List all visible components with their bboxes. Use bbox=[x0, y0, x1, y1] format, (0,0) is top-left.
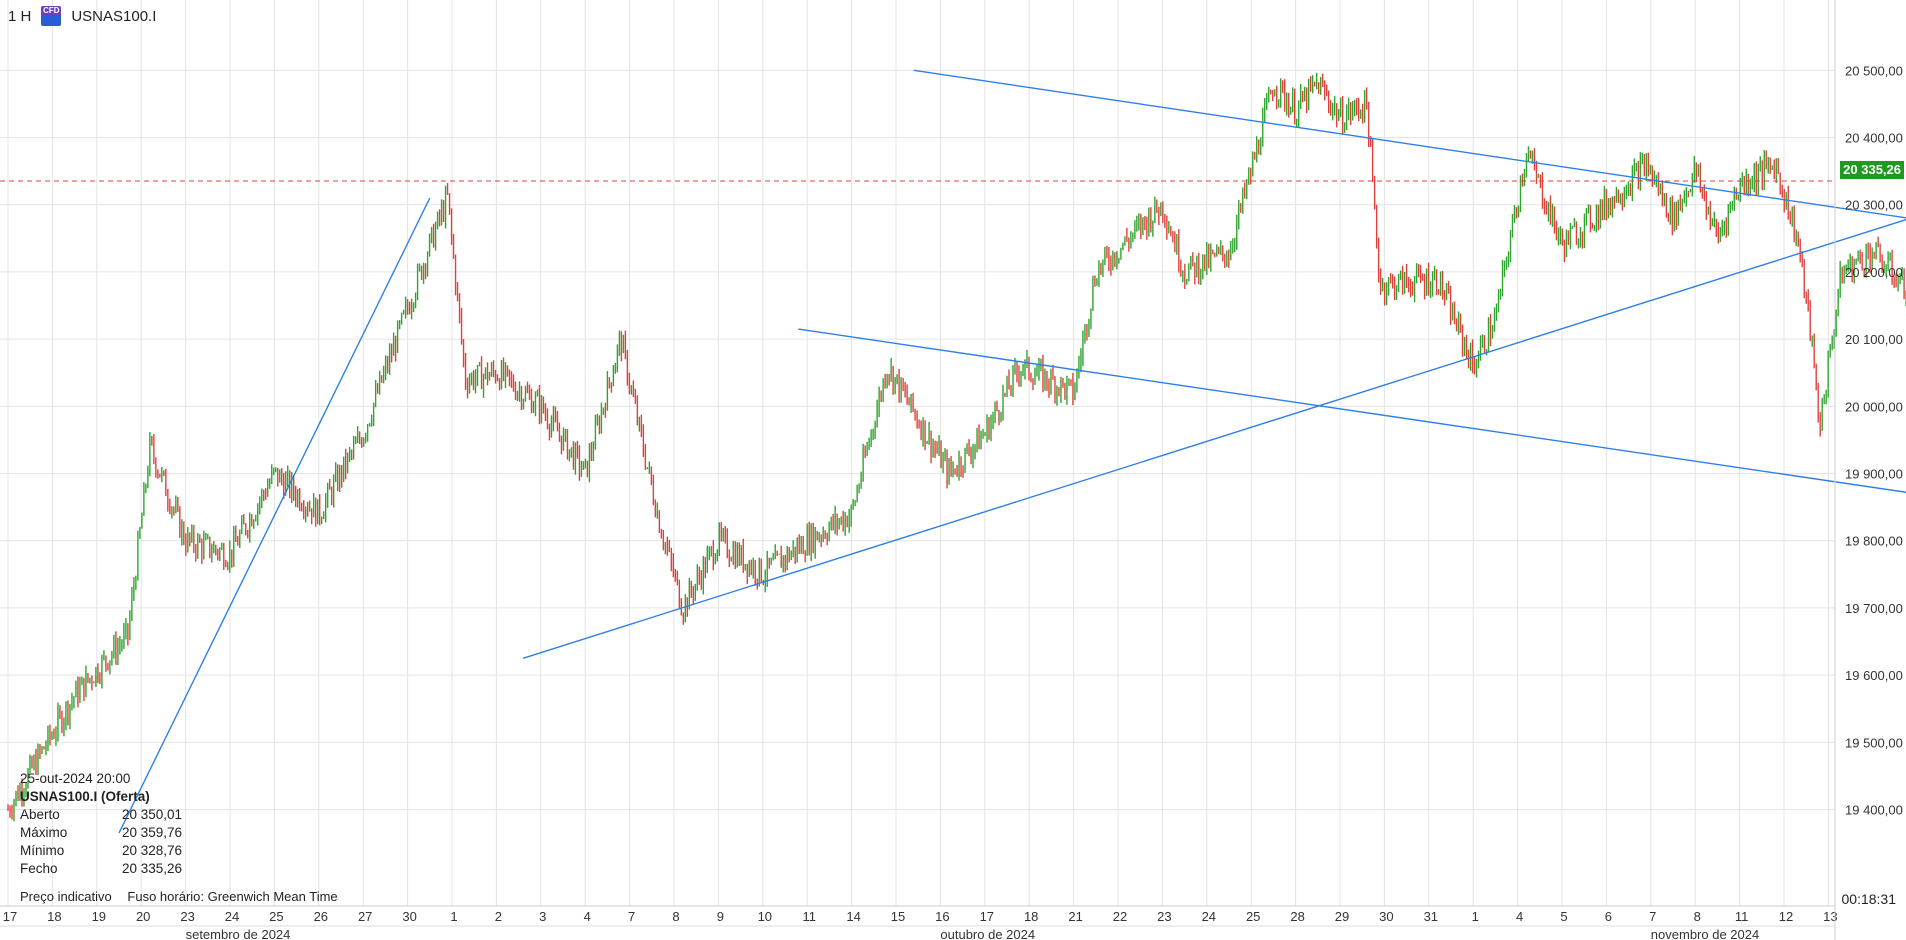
y-tick-label: 19 400,00 bbox=[1845, 803, 1903, 818]
info-row-high: Máximo 20 359,76 bbox=[20, 825, 182, 840]
y-tick-label: 19 700,00 bbox=[1845, 601, 1903, 616]
x-tick-label: 31 bbox=[1424, 909, 1438, 924]
y-tick-label: 20 000,00 bbox=[1845, 399, 1903, 414]
bar-countdown-timer: 00:18:31 bbox=[1841, 891, 1897, 907]
x-tick-label: 4 bbox=[1516, 909, 1523, 924]
x-tick-label: 3 bbox=[539, 909, 546, 924]
footer-note: Preço indicativo Fuso horário: Greenwich… bbox=[20, 889, 350, 904]
x-tick-label: 5 bbox=[1560, 909, 1567, 924]
chart-grid bbox=[0, 0, 1835, 906]
y-tick-label: 20 100,00 bbox=[1845, 332, 1903, 347]
trendline bbox=[118, 197, 431, 834]
x-tick-label: 8 bbox=[672, 909, 679, 924]
trendlines[interactable] bbox=[0, 69, 1906, 834]
x-tick-label: 25 bbox=[269, 909, 283, 924]
info-datetime: 25-out-2024 20:00 bbox=[20, 771, 131, 786]
trendline bbox=[522, 218, 1906, 659]
x-tick-label: 15 bbox=[891, 909, 905, 924]
x-tick-label: 28 bbox=[1290, 909, 1304, 924]
y-tick-label: 20 500,00 bbox=[1845, 63, 1903, 78]
x-tick-label: 24 bbox=[225, 909, 239, 924]
trendline bbox=[798, 328, 1906, 493]
y-tick-label: 19 600,00 bbox=[1845, 668, 1903, 683]
cfd-icon: CFD bbox=[41, 6, 62, 26]
x-tick-label: 30 bbox=[402, 909, 416, 924]
trendline bbox=[913, 69, 1906, 219]
x-tick-label: 21 bbox=[1068, 909, 1082, 924]
x-tick-label: 4 bbox=[584, 909, 591, 924]
candles bbox=[7, 72, 1906, 822]
info-row-close: Fecho 20 335,26 bbox=[20, 861, 182, 876]
x-tick-label: 8 bbox=[1694, 909, 1701, 924]
x-tick-label: 18 bbox=[1024, 909, 1038, 924]
info-row-low: Mínimo 20 328,76 bbox=[20, 843, 182, 858]
current-price-tag: 20 335,26 bbox=[1840, 161, 1904, 179]
y-tick-label: 19 800,00 bbox=[1845, 534, 1903, 549]
x-tick-label: 19 bbox=[92, 909, 106, 924]
x-tick-label: 9 bbox=[717, 909, 724, 924]
x-tick-label: 17 bbox=[3, 909, 17, 924]
x-tick-label: 26 bbox=[314, 909, 328, 924]
x-tick-label: 7 bbox=[1649, 909, 1656, 924]
chart-header: 1 H CFD USNAS100.I bbox=[8, 6, 156, 26]
month-label: setembro de 2024 bbox=[186, 927, 291, 940]
month-label: novembro de 2024 bbox=[1651, 927, 1759, 940]
y-tick-label: 20 200,00 bbox=[1845, 265, 1903, 280]
x-tick-label: 29 bbox=[1335, 909, 1349, 924]
y-tick-label: 20 400,00 bbox=[1845, 131, 1903, 146]
x-tick-label: 23 bbox=[180, 909, 194, 924]
y-tick-label: 20 300,00 bbox=[1845, 198, 1903, 213]
x-tick-label: 13 bbox=[1823, 909, 1837, 924]
x-tick-label: 10 bbox=[758, 909, 772, 924]
x-tick-label: 30 bbox=[1379, 909, 1393, 924]
x-tick-label: 12 bbox=[1779, 909, 1793, 924]
x-tick-label: 11 bbox=[1735, 909, 1749, 924]
y-tick-label: 19 900,00 bbox=[1845, 467, 1903, 482]
x-tick-label: 22 bbox=[1113, 909, 1127, 924]
y-tick-label: 19 500,00 bbox=[1845, 735, 1903, 750]
x-tick-label: 2 bbox=[495, 909, 502, 924]
x-tick-label: 20 bbox=[136, 909, 150, 924]
timeframe-label[interactable]: 1 H bbox=[8, 7, 32, 25]
x-tick-label: 24 bbox=[1202, 909, 1216, 924]
x-tick-label: 1 bbox=[1472, 909, 1479, 924]
ohlc-info-box: 25-out-2024 20:00 USNAS100.I (Oferta) Ab… bbox=[20, 770, 182, 878]
month-label: outubro de 2024 bbox=[940, 927, 1035, 940]
timezone-label: Fuso horário: Greenwich Mean Time bbox=[127, 889, 338, 904]
symbol-label[interactable]: USNAS100.I bbox=[71, 7, 157, 25]
x-tick-label: 14 bbox=[846, 909, 860, 924]
info-row-open: Aberto 20 350,01 bbox=[20, 807, 182, 822]
x-tick-label: 16 bbox=[935, 909, 949, 924]
x-tick-label: 6 bbox=[1605, 909, 1612, 924]
indicative-price-label: Preço indicativo bbox=[20, 889, 112, 904]
x-tick-label: 1 bbox=[450, 909, 457, 924]
x-tick-label: 25 bbox=[1246, 909, 1260, 924]
x-tick-label: 23 bbox=[1157, 909, 1171, 924]
info-title: USNAS100.I (Oferta) bbox=[20, 789, 150, 804]
x-tick-label: 17 bbox=[980, 909, 994, 924]
x-tick-label: 27 bbox=[358, 909, 372, 924]
x-tick-label: 11 bbox=[802, 909, 816, 924]
x-tick-label: 7 bbox=[628, 909, 635, 924]
x-tick-label: 18 bbox=[47, 909, 61, 924]
